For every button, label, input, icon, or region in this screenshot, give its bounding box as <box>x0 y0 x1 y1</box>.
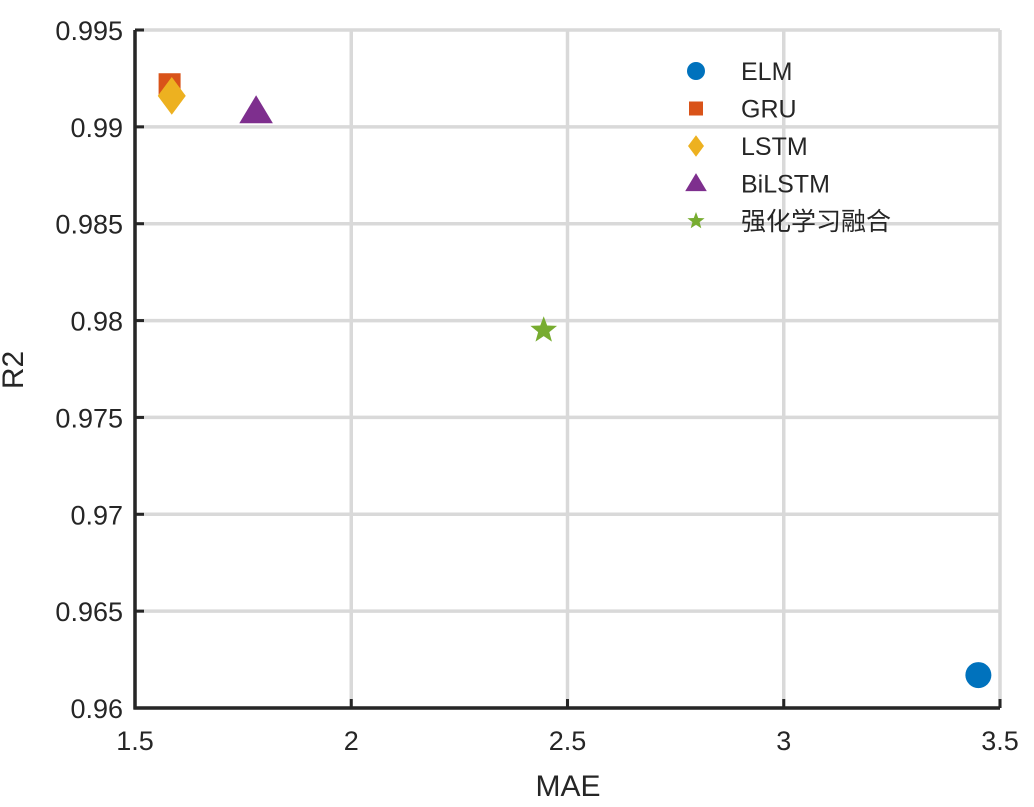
y-tick-label: 0.965 <box>55 597 123 627</box>
axes <box>133 28 1002 710</box>
y-tick-label: 0.995 <box>55 16 123 46</box>
y-tick-label: 0.975 <box>55 403 123 433</box>
data-points <box>157 73 992 689</box>
x-axis-label: MAE <box>535 770 600 802</box>
legend-marker-diamond <box>688 135 704 157</box>
y-tick-label: 0.98 <box>70 307 123 337</box>
y-tick-label: 0.99 <box>70 113 123 143</box>
grid-lines <box>133 28 1002 710</box>
x-tick-label: 2.5 <box>549 726 587 756</box>
data-point-star <box>530 316 558 342</box>
x-tick-label: 3 <box>776 726 791 756</box>
x-tick-label: 3.5 <box>981 726 1019 756</box>
legend-label: GRU <box>741 96 797 124</box>
legend-marker-triangle <box>685 173 707 192</box>
legend-marker-square <box>689 101 703 116</box>
legend-label: 强化学习融合 <box>741 207 891 236</box>
x-tick-label: 1.5 <box>116 726 154 756</box>
tick-labels: 1.5 2 2.5 3 3.5 0.96 0.965 0.97 0.975 0.98 0.985 0.… <box>55 16 1018 756</box>
legend-label: BiLSTM <box>741 171 830 199</box>
x-tick-label: 2 <box>344 726 359 756</box>
y-axis-label: R2 <box>0 351 30 389</box>
legend-marker-circle <box>687 62 705 80</box>
data-point-diamond <box>157 76 186 115</box>
data-point-triangle <box>239 95 273 124</box>
legend-label: ELM <box>741 58 792 86</box>
legend: ELM GRU LSTM BiLSTM 强化学习融合 <box>685 58 891 236</box>
y-tick-label: 0.985 <box>55 210 123 240</box>
y-tick-label: 0.96 <box>70 694 123 724</box>
legend-label: LSTM <box>741 133 808 161</box>
y-tick-label: 0.97 <box>70 500 123 530</box>
data-point-circle <box>965 662 992 689</box>
legend-marker-star <box>687 212 705 229</box>
